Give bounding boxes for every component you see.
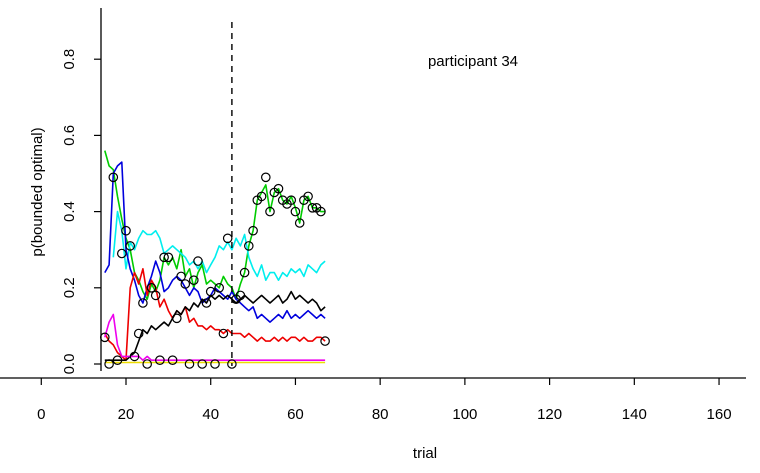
x-tick-label: 20 xyxy=(118,406,135,423)
data-point xyxy=(125,241,135,251)
y-tick-label: 0.8 xyxy=(61,49,78,70)
data-point xyxy=(138,298,148,308)
data-point xyxy=(320,336,330,346)
data-point xyxy=(146,282,157,293)
y-tick-label: 0.0 xyxy=(61,354,78,375)
data-point xyxy=(205,286,216,297)
data-point xyxy=(104,359,114,369)
data-point xyxy=(303,191,313,202)
data-point xyxy=(121,225,131,236)
x-axis-label: trial xyxy=(413,445,437,462)
y-ticks: 0.0 0.2 0.4 0.6 0.8 xyxy=(61,49,101,375)
data-point xyxy=(227,359,237,369)
data-point xyxy=(210,359,220,369)
data-point xyxy=(112,355,123,365)
data-point xyxy=(290,206,301,217)
y-tick-label: 0.6 xyxy=(61,125,78,146)
data-point xyxy=(239,267,250,278)
data-point xyxy=(222,233,233,244)
series-line-2 xyxy=(112,210,326,282)
data-point xyxy=(307,203,318,213)
y-tick-label: 0.2 xyxy=(61,277,78,298)
data-point xyxy=(155,355,165,365)
data-point xyxy=(214,282,224,293)
x-tick-label: 100 xyxy=(452,406,477,423)
x-tick-label: 0 xyxy=(37,406,45,423)
data-point xyxy=(108,172,119,183)
y-tick-label: 0.4 xyxy=(61,201,78,222)
x-tick-label: 160 xyxy=(707,406,732,423)
data-point xyxy=(316,206,326,217)
data-point xyxy=(193,256,203,266)
data-point xyxy=(172,313,182,324)
data-point xyxy=(184,359,195,369)
data-point xyxy=(142,359,152,369)
series-line-5 xyxy=(104,290,326,362)
data-point xyxy=(163,252,174,263)
data-point xyxy=(129,351,140,362)
data-point xyxy=(117,248,127,259)
data-point xyxy=(100,332,110,343)
data-point xyxy=(218,328,229,339)
annotation-label: participant 34 xyxy=(428,53,518,70)
data-point xyxy=(286,195,296,205)
x-tick-label: 140 xyxy=(622,406,647,423)
data-point xyxy=(133,328,144,339)
y-axis-label: p(bounded optimal) xyxy=(29,127,46,256)
data-point xyxy=(235,290,246,301)
data-point xyxy=(201,298,212,308)
data-point xyxy=(176,271,186,282)
series-line-1 xyxy=(104,150,326,301)
data-point xyxy=(260,172,271,183)
axes: 0 20 40 60 80 100 120 140 160 0.0 0.2 0.4 0.6 0.8 xyxy=(0,8,746,423)
data-point xyxy=(197,359,207,369)
data-point xyxy=(180,279,191,289)
series-lines xyxy=(104,150,326,364)
data-point xyxy=(150,290,161,301)
data-point xyxy=(248,225,258,236)
data-point xyxy=(244,241,254,251)
data-point xyxy=(256,191,267,202)
data-point xyxy=(294,218,305,228)
data-points xyxy=(100,172,330,369)
x-tick-label: 40 xyxy=(202,406,219,423)
data-point xyxy=(159,252,169,263)
data-point xyxy=(189,275,199,285)
data-point xyxy=(273,183,284,194)
x-ticks: 0 20 40 60 80 100 120 140 160 xyxy=(37,378,732,423)
data-point xyxy=(167,355,178,365)
x-tick-label: 120 xyxy=(537,406,562,423)
x-tick-label: 80 xyxy=(372,406,389,423)
data-point xyxy=(265,206,275,217)
x-tick-label: 60 xyxy=(287,406,304,423)
series-line-4 xyxy=(104,267,326,362)
